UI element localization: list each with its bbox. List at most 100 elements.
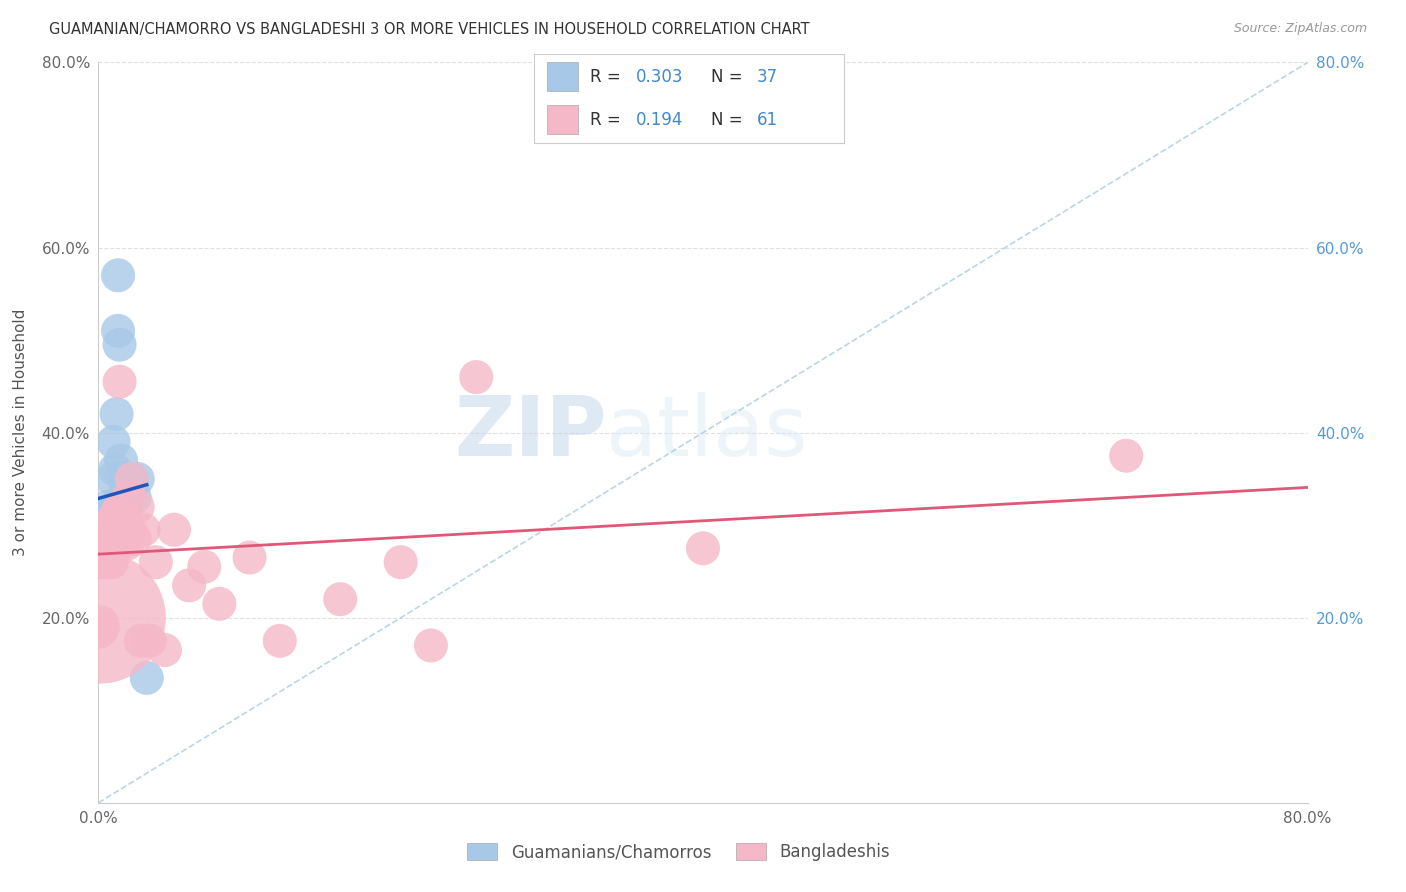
Point: [239, 550, 262, 565]
Point: [129, 633, 152, 648]
Point: [100, 508, 122, 523]
Point: [96, 541, 118, 556]
Point: [93, 532, 115, 546]
Point: [96, 500, 118, 514]
Point: [90, 615, 112, 630]
Point: [120, 481, 142, 495]
Point: [132, 523, 155, 537]
Point: [465, 370, 488, 384]
Point: [108, 337, 131, 351]
Point: [105, 508, 128, 523]
Point: [121, 472, 143, 486]
Point: [114, 527, 136, 541]
Point: [329, 592, 352, 607]
Point: [121, 472, 143, 486]
Point: [101, 555, 124, 569]
Point: [124, 532, 146, 546]
Point: [420, 639, 443, 653]
Text: 0.194: 0.194: [637, 111, 683, 128]
Point: [101, 527, 124, 541]
Point: [111, 514, 134, 528]
Point: [93, 550, 115, 565]
Point: [91, 555, 114, 569]
Point: [91, 508, 114, 523]
Point: [115, 491, 138, 505]
Point: [94, 546, 117, 560]
Point: [90, 523, 112, 537]
Point: [101, 472, 124, 486]
Point: [269, 633, 291, 648]
Point: [93, 532, 115, 546]
Point: [104, 508, 127, 523]
Point: [94, 555, 117, 569]
Point: [107, 268, 129, 283]
Point: [94, 536, 117, 550]
Point: [103, 523, 125, 537]
Text: R =: R =: [591, 68, 626, 86]
Point: [91, 541, 114, 556]
Point: [98, 532, 121, 546]
Point: [692, 541, 714, 556]
Point: [103, 523, 125, 537]
Point: [89, 624, 111, 639]
Point: [104, 532, 127, 546]
Point: [96, 523, 118, 537]
Point: [139, 633, 162, 648]
Point: [108, 508, 131, 523]
Point: [110, 536, 132, 550]
Point: [103, 434, 125, 449]
Point: [89, 610, 111, 624]
Point: [101, 541, 124, 556]
Point: [105, 518, 128, 533]
Text: atlas: atlas: [606, 392, 808, 473]
Point: [100, 536, 122, 550]
Point: [193, 559, 215, 574]
Point: [98, 541, 121, 556]
Point: [145, 555, 167, 569]
Point: [98, 527, 121, 541]
Point: [94, 518, 117, 533]
Point: [107, 523, 129, 537]
Point: [111, 500, 134, 514]
Point: [153, 643, 176, 657]
Point: [135, 671, 157, 685]
Point: [108, 375, 131, 389]
Point: [115, 536, 138, 550]
Point: [127, 472, 149, 486]
Point: [103, 514, 125, 528]
Text: Source: ZipAtlas.com: Source: ZipAtlas.com: [1233, 22, 1367, 36]
Point: [98, 514, 121, 528]
Text: N =: N =: [710, 68, 748, 86]
Point: [107, 504, 129, 518]
Point: [163, 523, 186, 537]
Point: [100, 555, 122, 569]
Point: [105, 518, 128, 533]
Text: 61: 61: [756, 111, 778, 128]
Point: [100, 546, 122, 560]
Point: [118, 491, 141, 505]
FancyBboxPatch shape: [547, 105, 578, 134]
Point: [98, 550, 121, 565]
Point: [112, 472, 135, 486]
Point: [96, 555, 118, 569]
Point: [124, 491, 146, 505]
Point: [118, 472, 141, 486]
Point: [112, 508, 135, 523]
Text: N =: N =: [710, 111, 748, 128]
Point: [96, 536, 118, 550]
Point: [389, 555, 412, 569]
Point: [208, 597, 231, 611]
Point: [120, 523, 142, 537]
Point: [91, 527, 114, 541]
Y-axis label: 3 or more Vehicles in Household: 3 or more Vehicles in Household: [13, 309, 28, 557]
Point: [90, 550, 112, 565]
Point: [91, 620, 114, 634]
Point: [107, 324, 129, 338]
Text: 37: 37: [756, 68, 778, 86]
Point: [93, 546, 115, 560]
Text: 0.303: 0.303: [637, 68, 683, 86]
Point: [105, 407, 128, 421]
Point: [98, 523, 121, 537]
Point: [100, 523, 122, 537]
Point: [94, 508, 117, 523]
